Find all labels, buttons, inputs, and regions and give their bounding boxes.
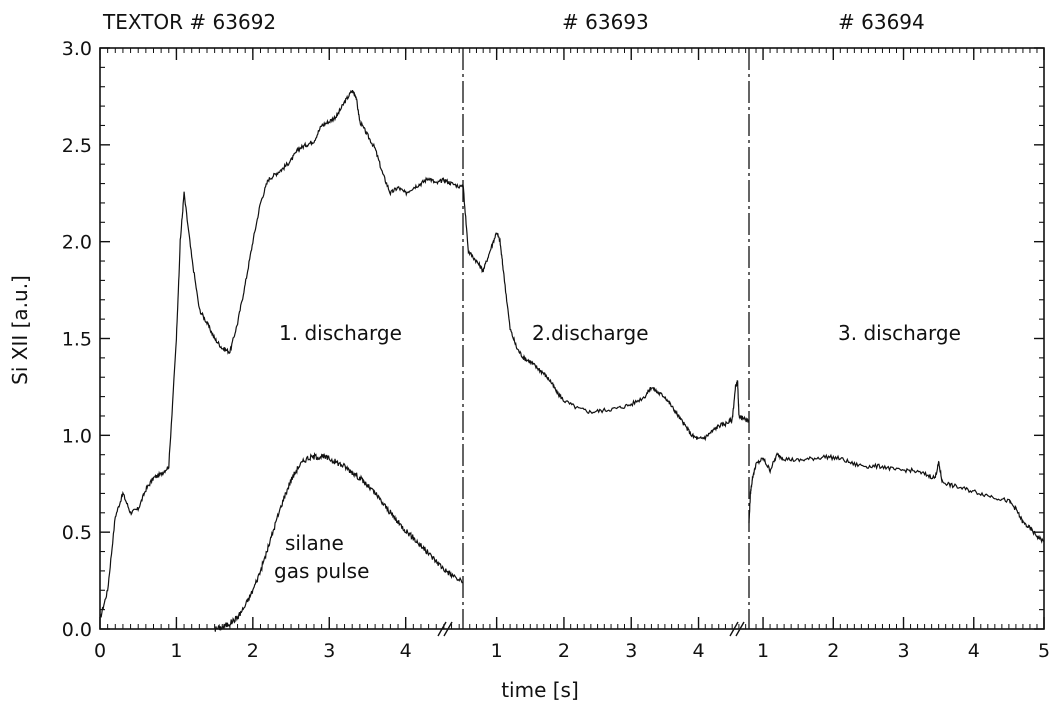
header-shot-1: TEXTOR # 63692 [102,10,276,34]
x-tick-label: 4 [968,640,980,662]
x-tick-label: 4 [400,640,412,662]
x-tick-label: 2 [247,640,259,662]
annotation-discharge-2: 2.discharge [532,321,649,345]
x-tick-label: 3 [625,640,637,662]
x-tick-label: 3 [897,640,909,662]
y-tick-label: 0.0 [62,619,92,641]
y-tick-label: 0.5 [62,522,92,544]
x-tick-label: 1 [170,640,182,662]
annotation-discharge-3: 3. discharge [838,321,961,345]
series-line-3 [748,452,1045,544]
x-tick-label: 5 [1038,640,1050,662]
y-tick-label: 2.0 [62,232,92,254]
y-tick-label: 2.5 [62,135,92,157]
x-tick-label: 0 [94,640,106,662]
header-shot-3: # 63694 [838,10,925,34]
header-shot-2: # 63693 [562,10,649,34]
y-tick-label: 1.0 [62,425,92,447]
y-tick-label: 3.0 [62,38,92,60]
x-tick-label: 2 [558,640,570,662]
series-line-gas-pulse [214,452,464,633]
x-axis-label: time [s] [501,678,579,702]
x-tick-label: 3 [323,640,335,662]
y-tick-label: 1.5 [62,329,92,351]
series-line-1 [99,89,464,619]
x-tick-label: 1 [491,640,503,662]
axis-break-2 [729,621,745,637]
y-axis-label: Si XII [a.u.] [8,275,32,385]
series-line-2 [462,185,750,442]
x-tick-label: 1 [757,640,769,662]
x-tick-label: 4 [692,640,704,662]
gas-pulse-label-line-1: silane [285,531,344,555]
x-tick-label: 2 [827,640,839,662]
gas-pulse-label-line-2: gas pulse [274,559,369,583]
annotation-discharge-1: 1. discharge [279,321,402,345]
chart-marks: 0.0 0.5 1.0 1.5 2.0 2.5 3.0 0 1 2 3 4 1 2 3 4 1 2 3 4 5 [62,38,1050,662]
axis-break-1 [437,621,453,637]
